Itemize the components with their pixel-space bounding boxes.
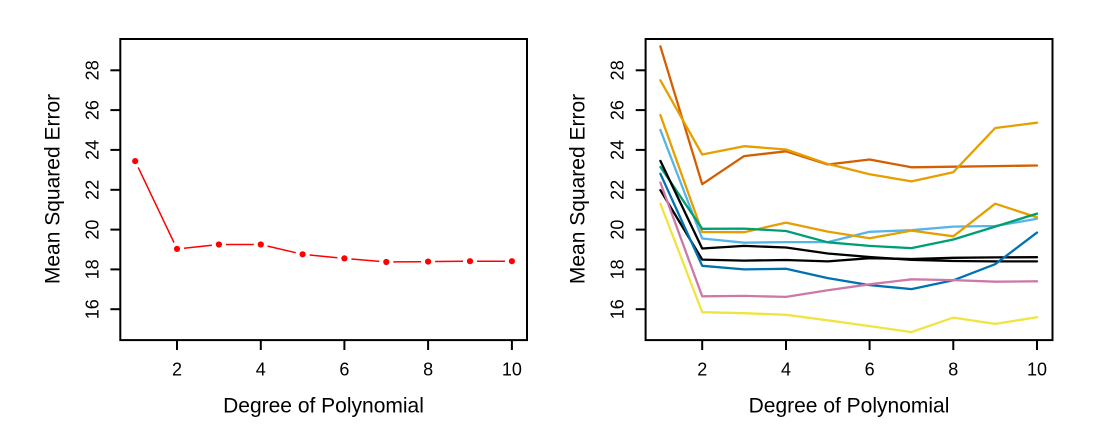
svg-text:Mean Squared Error: Mean Squared Error [567,94,590,284]
svg-text:28: 28 [82,60,102,80]
svg-text:22: 22 [82,180,102,200]
svg-text:8: 8 [423,359,433,379]
svg-text:20: 20 [82,220,102,240]
svg-text:18: 18 [82,259,102,279]
svg-text:16: 16 [608,299,628,319]
svg-text:26: 26 [82,100,102,120]
svg-text:6: 6 [865,359,875,379]
svg-text:24: 24 [82,140,102,160]
svg-text:Degree of Polynomial: Degree of Polynomial [749,395,950,418]
svg-text:4: 4 [256,359,266,379]
svg-text:8: 8 [948,359,958,379]
svg-text:10: 10 [1027,359,1047,379]
svg-text:4: 4 [781,359,791,379]
svg-text:28: 28 [608,60,628,80]
svg-text:Mean Squared Error: Mean Squared Error [42,94,65,284]
svg-text:18: 18 [608,259,628,279]
svg-text:2: 2 [172,359,182,379]
svg-text:16: 16 [82,299,102,319]
svg-text:10: 10 [502,359,522,379]
svg-text:Degree of Polynomial: Degree of Polynomial [223,395,424,418]
svg-text:2: 2 [697,359,707,379]
svg-text:20: 20 [608,220,628,240]
svg-text:6: 6 [339,359,349,379]
svg-text:26: 26 [608,100,628,120]
svg-text:22: 22 [608,180,628,200]
svg-text:24: 24 [608,140,628,160]
